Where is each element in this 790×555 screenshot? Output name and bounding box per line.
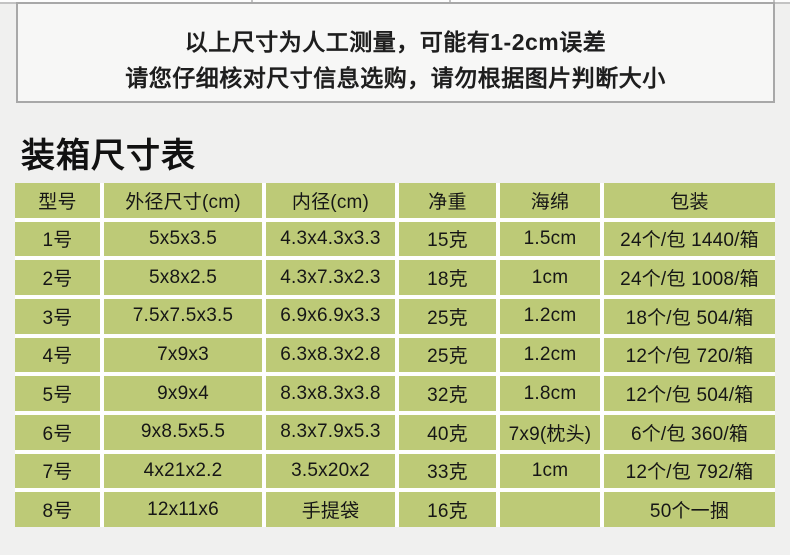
table-cell: 5x5x3.5 (104, 221, 262, 257)
table-cell: 15克 (399, 221, 496, 257)
table-cell: 9x8.5x5.5 (104, 415, 262, 450)
table-cell: 1.2cm (500, 337, 600, 373)
table-cell: 32克 (399, 376, 496, 411)
table-cell: 50个一捆 (604, 492, 775, 527)
table-cell: 40克 (399, 415, 496, 450)
table-cell: 1.8cm (500, 376, 600, 411)
table-cell: 18克 (399, 260, 496, 295)
notice-line-2: 请您仔细核对尺寸信息选购，请勿根据图片判断大小 (125, 65, 666, 91)
table-cell: 5x8x2.5 (104, 260, 262, 295)
table-cell: 3号 (15, 299, 100, 334)
table-cell: 1cm (500, 453, 600, 489)
table-cell: 2号 (15, 260, 100, 295)
column-header-outer-size: 外径尺寸(cm) (104, 183, 262, 218)
table-cell: 手提袋 (266, 492, 395, 527)
measurement-notice-box: 以上尺寸为人工测量，可能有1-2cm误差 请您仔细核对尺寸信息选购，请勿根据图片… (16, 2, 775, 103)
table-cell: 12x11x6 (104, 492, 262, 527)
table-cell: 4.3x7.3x2.3 (266, 260, 395, 295)
table-cell: 7.5x7.5x3.5 (104, 299, 262, 334)
column-header-model: 型号 (15, 183, 100, 218)
table-cell: 4x21x2.2 (104, 453, 262, 489)
cropped-table-column-stub (773, 0, 775, 3)
table-cell: 3.5x20x2 (266, 453, 395, 489)
table-cell: 4号 (15, 337, 100, 373)
table-cell: 7x9x3 (104, 337, 262, 373)
table-cell: 1.5cm (500, 221, 600, 257)
column-header-packaging: 包装 (604, 183, 775, 218)
table-cell: 8号 (15, 492, 100, 527)
table-cell: 6.3x8.3x2.8 (266, 337, 395, 373)
table-cell: 12个/包 792/箱 (604, 453, 775, 489)
page-title: 装箱尺寸表 (21, 137, 196, 175)
table-cell: 1号 (15, 221, 100, 257)
table-cell: 25克 (399, 299, 496, 334)
table-cell: 6个/包 360/箱 (604, 415, 775, 450)
table-cell: 16克 (399, 492, 496, 527)
table-cell: 12个/包 720/箱 (604, 337, 775, 373)
table-cell: 24个/包 1008/箱 (604, 260, 775, 295)
table-cell: 8.3x7.9x5.3 (266, 415, 395, 450)
table-cell: 9x9x4 (104, 376, 262, 411)
column-header-sponge: 海绵 (500, 183, 600, 218)
table-cell: 33克 (399, 453, 496, 489)
table-cell: 5号 (15, 376, 100, 411)
table-cell: 18个/包 504/箱 (604, 299, 775, 334)
cropped-table-column-stub (449, 0, 451, 3)
column-header-inner-size: 内径(cm) (266, 183, 395, 218)
table-cell: 25克 (399, 337, 496, 373)
cropped-table-remnant (0, 0, 790, 2)
table-cell: 12个/包 504/箱 (604, 376, 775, 411)
table-cell: 4.3x4.3x3.3 (266, 221, 395, 257)
column-header-net-weight: 净重 (399, 183, 496, 218)
packing-size-table: 型号 外径尺寸(cm) 内径(cm) 净重 海绵 包装 1号 5x5x3.5 4.3… (15, 183, 775, 527)
table-cell (500, 492, 600, 527)
table-cell: 6号 (15, 415, 100, 450)
table-cell: 7x9(枕头) (500, 415, 600, 450)
table-cell: 24个/包 1440/箱 (604, 221, 775, 257)
table-cell: 7号 (15, 453, 100, 489)
table-cell: 1cm (500, 260, 600, 295)
table-cell: 8.3x8.3x3.8 (266, 376, 395, 411)
table-cell: 6.9x6.9x3.3 (266, 299, 395, 334)
notice-line-1: 以上尺寸为人工测量，可能有1-2cm误差 (184, 29, 607, 55)
table-cell: 1.2cm (500, 299, 600, 334)
cropped-table-column-stub (251, 0, 253, 3)
